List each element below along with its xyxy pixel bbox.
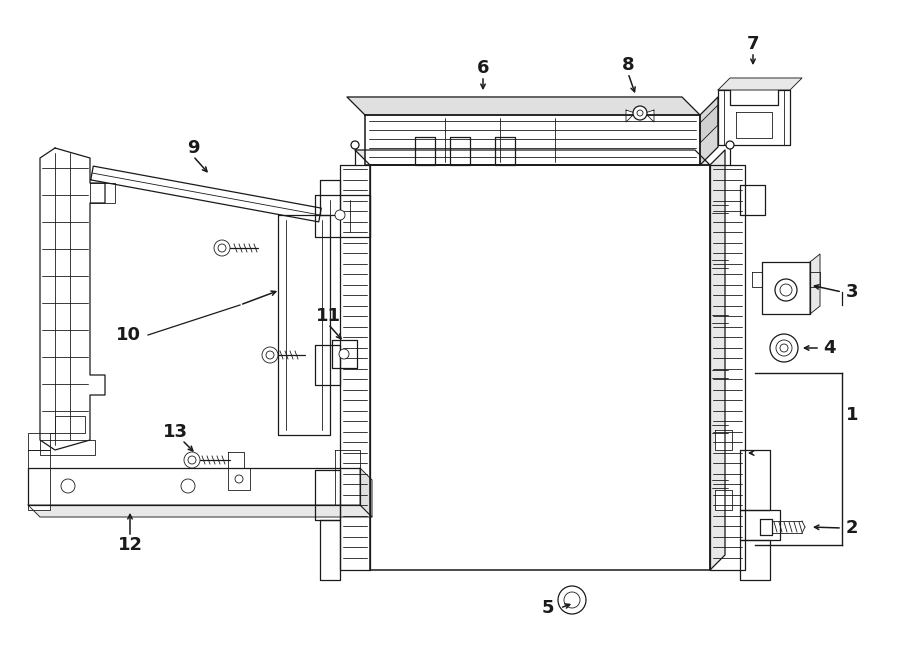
Polygon shape	[495, 137, 515, 165]
Polygon shape	[450, 137, 470, 165]
Polygon shape	[370, 165, 710, 570]
Polygon shape	[335, 450, 360, 505]
Polygon shape	[810, 272, 820, 287]
Text: 9: 9	[187, 139, 199, 157]
Circle shape	[770, 334, 798, 362]
Circle shape	[633, 106, 647, 120]
Circle shape	[235, 475, 243, 483]
Polygon shape	[320, 520, 340, 580]
Circle shape	[776, 340, 792, 356]
Text: 5: 5	[542, 599, 554, 617]
Circle shape	[218, 244, 226, 252]
Polygon shape	[740, 540, 770, 580]
Polygon shape	[740, 510, 780, 540]
Polygon shape	[278, 215, 330, 435]
Text: 2: 2	[846, 519, 859, 537]
Polygon shape	[40, 440, 95, 455]
Circle shape	[184, 452, 200, 468]
Polygon shape	[28, 468, 360, 505]
Text: 4: 4	[823, 339, 835, 357]
Text: 13: 13	[163, 423, 187, 441]
Polygon shape	[315, 195, 370, 237]
Polygon shape	[90, 183, 115, 203]
Polygon shape	[315, 470, 340, 520]
Text: 3: 3	[846, 283, 859, 301]
Circle shape	[780, 284, 792, 296]
Polygon shape	[91, 166, 321, 222]
Circle shape	[61, 479, 75, 493]
Text: 12: 12	[118, 536, 142, 554]
Polygon shape	[740, 185, 765, 215]
Polygon shape	[810, 254, 820, 314]
Polygon shape	[320, 180, 340, 215]
Polygon shape	[760, 519, 772, 535]
Polygon shape	[40, 148, 105, 450]
Polygon shape	[700, 97, 718, 165]
Polygon shape	[355, 150, 710, 165]
Polygon shape	[315, 345, 340, 385]
Polygon shape	[740, 450, 770, 510]
Polygon shape	[626, 110, 635, 122]
Polygon shape	[340, 165, 370, 570]
Circle shape	[775, 279, 797, 301]
Circle shape	[339, 349, 349, 359]
Text: 10: 10	[115, 326, 140, 344]
Text: 1: 1	[846, 406, 859, 424]
Circle shape	[188, 456, 196, 464]
Polygon shape	[228, 468, 250, 490]
Polygon shape	[332, 340, 357, 368]
Circle shape	[214, 240, 230, 256]
Text: 11: 11	[316, 307, 340, 325]
Polygon shape	[715, 490, 732, 510]
Polygon shape	[752, 272, 762, 287]
Circle shape	[262, 347, 278, 363]
Circle shape	[558, 586, 586, 614]
Polygon shape	[28, 416, 85, 450]
Polygon shape	[28, 505, 372, 517]
Circle shape	[181, 479, 195, 493]
Circle shape	[351, 141, 359, 149]
Polygon shape	[228, 452, 244, 468]
Polygon shape	[347, 97, 700, 115]
Polygon shape	[700, 105, 718, 143]
Polygon shape	[762, 262, 810, 314]
Polygon shape	[710, 150, 725, 570]
Text: 8: 8	[622, 56, 634, 74]
Circle shape	[780, 344, 788, 352]
Circle shape	[564, 592, 580, 608]
Circle shape	[726, 141, 734, 149]
Polygon shape	[360, 468, 372, 517]
Text: 7: 7	[747, 35, 760, 53]
Text: 6: 6	[477, 59, 490, 77]
Polygon shape	[718, 78, 802, 90]
Polygon shape	[28, 450, 50, 510]
Polygon shape	[365, 115, 700, 165]
Polygon shape	[710, 165, 745, 570]
Circle shape	[335, 210, 345, 220]
Polygon shape	[645, 110, 654, 122]
Circle shape	[266, 351, 274, 359]
Polygon shape	[415, 137, 435, 165]
Circle shape	[637, 110, 643, 116]
Polygon shape	[715, 430, 732, 450]
Polygon shape	[718, 90, 790, 145]
